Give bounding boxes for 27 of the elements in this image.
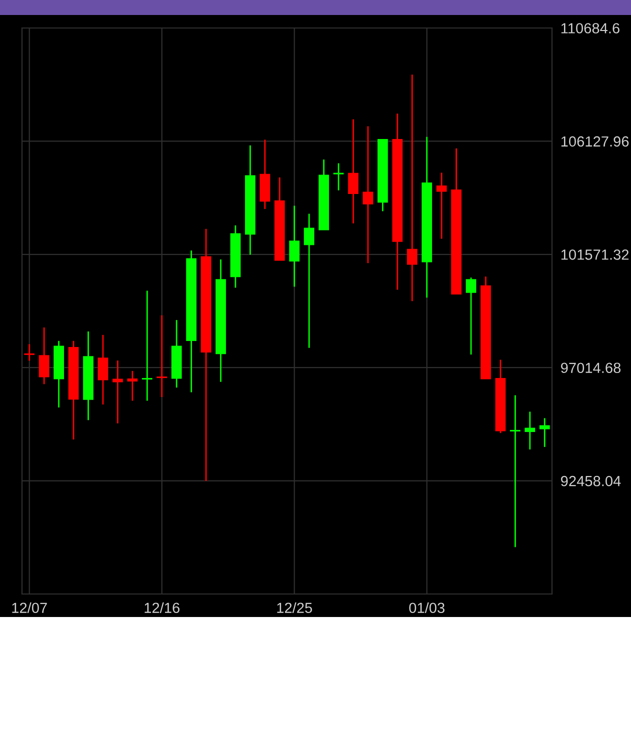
candlestick [524, 410, 536, 450]
candlestick [466, 276, 476, 356]
candlestick [142, 290, 152, 402]
candlestick [510, 394, 520, 548]
y-tick-label: 97014.68 [561, 362, 621, 374]
candlestick [436, 172, 447, 240]
y-tick-label: 92458.04 [561, 476, 621, 486]
candlestick [333, 162, 344, 192]
candlestick [539, 417, 550, 448]
candlestick [24, 343, 35, 362]
candlestick [156, 314, 168, 398]
candlestick [304, 212, 314, 349]
y-tick-label: 110684.6 [561, 23, 620, 34]
candlestick [98, 334, 108, 406]
x-tick-label: 12/16 [144, 602, 180, 614]
candlestick [127, 370, 138, 402]
candlestick [38, 326, 50, 385]
candlestick [348, 118, 358, 224]
candlestick [406, 74, 418, 302]
x-tick-label: 12/25 [277, 602, 312, 614]
candlestick [112, 360, 123, 424]
y-tick-label: 106127.96 [561, 136, 629, 147]
candlestick [289, 205, 300, 288]
y-tick-label: 101571.32 [561, 250, 629, 260]
candlestick [362, 126, 374, 264]
x-tick-label: 12/07 [12, 602, 47, 614]
x-tick-label: 01/03 [409, 602, 444, 614]
